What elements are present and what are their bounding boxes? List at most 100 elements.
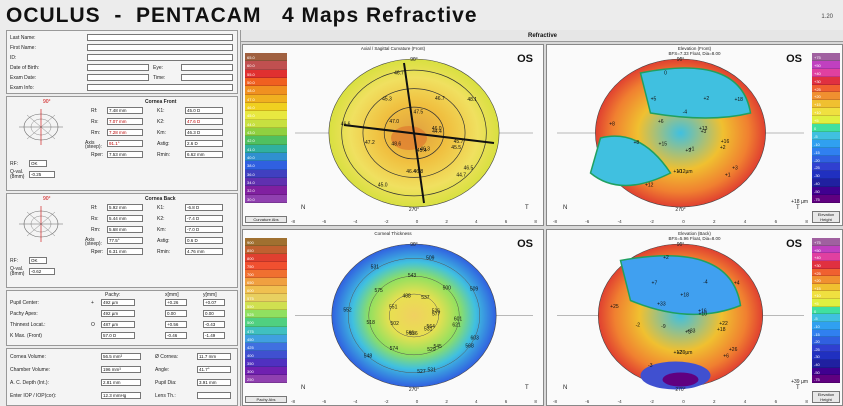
scale-step: +10 [812, 291, 840, 299]
eye-input[interactable] [181, 64, 233, 71]
axis-tick-label: 8 [534, 219, 537, 224]
volume-label: Enter IOP / IOP(cor): [10, 393, 57, 399]
map-plot: 44.4 45.5 44.7 45.4 46.4 45.0 48.6 47.2 46.6 47.0… [295, 57, 533, 213]
rf-label: RF: [10, 258, 19, 264]
scale-step: 575 [245, 294, 287, 303]
maps-area: Refractive Axial / Sagittal Curvature (F… [240, 30, 843, 406]
pachy-y: -0.43 [203, 321, 225, 328]
map-value-label: 509 [426, 255, 435, 261]
map-value-label: 46.4 [406, 169, 416, 175]
map-value-label: +3 [701, 129, 707, 135]
map-plot: +10 +18 +6 +3 +12 -3 -9 -2 +25 +33 +7 +2 +18 -4 +4 +16 +… [557, 242, 804, 393]
patient-field-label: Date of Birth: [10, 65, 40, 71]
param-value: 5.68 mm [107, 226, 143, 233]
scale-step: 50.0 [245, 77, 287, 87]
volume-value[interactable]: 3.91 mm [197, 379, 231, 386]
map-value-label: 45.5 [451, 145, 461, 151]
scale-step: -10 [812, 321, 840, 330]
scale-step: 500 [245, 318, 287, 327]
patient-field-label: Last Name: [10, 35, 36, 41]
map-value-label: -9 [661, 324, 666, 330]
axis-tick-label: 6 [504, 399, 508, 404]
map-value-label: 552 [343, 308, 352, 314]
map-value-label: -2 [636, 322, 641, 328]
map-value-label: +6 [658, 119, 664, 125]
map-value-label: 47.5 [413, 109, 423, 115]
map-value-label: +18 [717, 327, 726, 333]
color-scale: 900 850 800 750 700 650 600 575 550 525 500 475 450 4… [245, 238, 287, 383]
scale-step: -25 [812, 344, 840, 353]
patient-field-input[interactable] [87, 74, 149, 81]
map-value-label: +26 [729, 347, 738, 353]
volume-value[interactable] [197, 392, 231, 399]
volume-value[interactable]: 41.7° [197, 366, 231, 373]
axis-tick-label: -4 [353, 399, 358, 404]
patient-field-input[interactable] [87, 84, 233, 91]
param-value: 7.28 mm [107, 129, 143, 136]
axis-tick-label: -8 [291, 399, 296, 404]
map-value-label: +10 [698, 312, 707, 318]
scale-step: 36.0 [245, 169, 287, 178]
qval-value: -0.62 [29, 268, 55, 275]
param-label: K2: [157, 119, 165, 125]
time-input[interactable] [181, 74, 233, 81]
axial-curvature-map[interactable]: Axial / Sagittal Curvature (Front) OS 65.0… [242, 44, 544, 226]
map-value-label: +8 [609, 121, 615, 127]
map-subtitle: BFS=5.96 Float, Dia=8.00 [668, 236, 721, 241]
map-value-label: +12µm [677, 169, 693, 175]
map-value-label: 0 [664, 71, 667, 77]
scale-step: +50 [812, 245, 840, 254]
time-label: Time: [153, 75, 166, 81]
corneal-thickness-map[interactable]: Corneal Thickness OS 900 850 800 750 700 650 600… [242, 229, 544, 406]
scale-label: Elevation Height [812, 391, 840, 403]
elevation-back-map[interactable]: Elevation (Back) BFS=5.96 Float, Dia=8.00… [546, 229, 843, 406]
pachy-value: 492 µm [101, 310, 135, 317]
map-value-label: +1 [725, 173, 731, 179]
map-value-label: 526 [432, 308, 441, 314]
eye-label: OS [786, 53, 802, 65]
map-value-label: +12 [645, 182, 654, 188]
map-value-label: 502 [391, 321, 400, 327]
scale-step: +25 [812, 268, 840, 277]
patient-field-input[interactable] [87, 34, 233, 41]
cornea-back-panel: Cornea Back 90° Rf: 5.92 mm K1: -6.8 D Rs: 5.44… [6, 193, 238, 288]
axis-tick-label: -6 [322, 399, 327, 404]
pachy-x: +0.26 [165, 299, 187, 306]
bottom-axis-ticks: -8 -6 -4 -2 0 2 4 6 8 [291, 219, 537, 224]
volume-value[interactable]: 11.7 mm [197, 353, 231, 360]
angle-label-bottom: 270° [675, 387, 685, 393]
patient-field-input[interactable] [87, 64, 149, 71]
scale-step: 38.0 [245, 161, 287, 170]
axis-tick-label: 2 [712, 399, 716, 404]
pachy-column-header: Pachy: [105, 292, 121, 298]
map-value-label: +18 [680, 293, 689, 299]
pachy-x: +0.56 [165, 321, 187, 328]
map-value-label: 531 [371, 265, 380, 271]
patient-field-input[interactable] [87, 44, 233, 51]
patient-field-label: ID: [10, 55, 17, 61]
scale-step: 300 [245, 366, 287, 375]
map-value-label: +15 [659, 142, 668, 148]
patient-field-label: Exam Info: [10, 85, 34, 91]
patient-field-input[interactable] [87, 54, 233, 61]
map-value-label: +7 [652, 280, 658, 286]
elevation-front-map[interactable]: Elevation (Front) BFS=7.33 Float, Dia=8.0… [546, 44, 843, 226]
volumes-panel: Cornea Volume: 56.5 mm³ Ø Cornea: 11.7 mm Ch… [6, 348, 238, 406]
map-title: Corneal Thickness [374, 231, 412, 236]
scale-step: +50 [812, 60, 840, 69]
map-value-label: 543 [408, 273, 417, 279]
version-label: 1.20 [821, 14, 833, 20]
panel-title: Cornea Back [145, 196, 176, 202]
axis-tick-label: -8 [553, 219, 558, 224]
axis-tick-label: 0 [415, 219, 419, 224]
param-label: K2: [157, 216, 165, 222]
param-value: 7.53 mm [107, 151, 143, 158]
refractive-header: Refractive [241, 30, 843, 42]
map-value-label: -3 [648, 363, 653, 369]
scale-step: 55.0 [245, 69, 287, 78]
scale-step: -20 [812, 155, 840, 164]
map-value-label: 46.6 [341, 121, 351, 127]
scale-step: -40 [812, 179, 840, 188]
scale-step: -5 [812, 131, 840, 140]
map-value-label: 536 [409, 331, 418, 337]
